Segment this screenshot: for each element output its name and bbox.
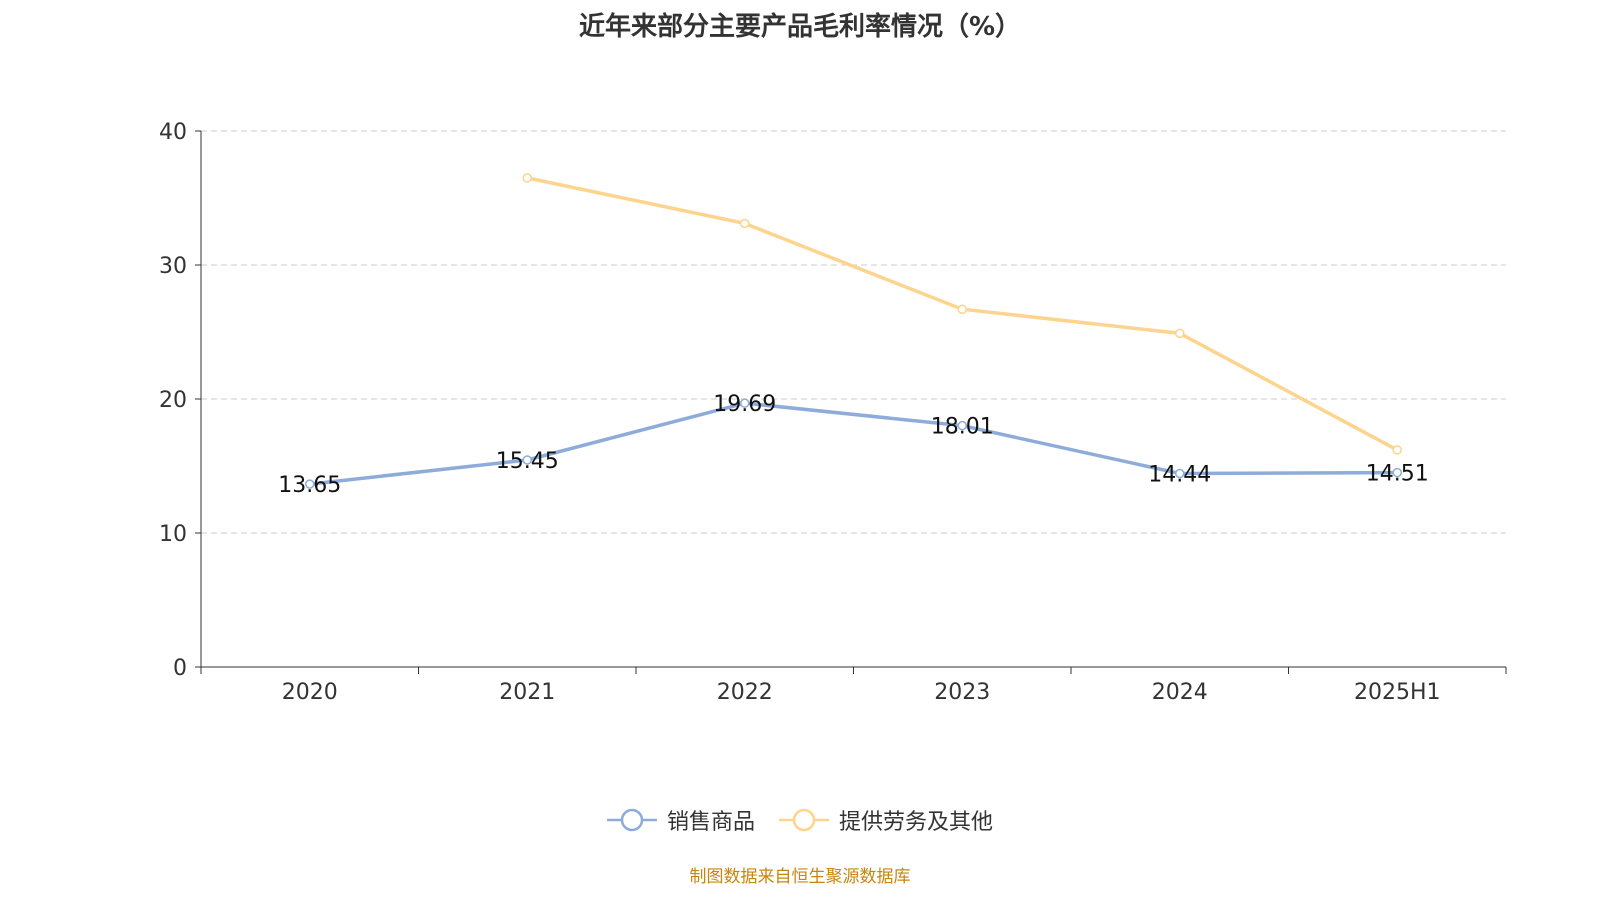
- y-tick-label: 10: [159, 522, 187, 547]
- x-tick-label: 2020: [282, 680, 338, 705]
- line-chart: 0 10 20 30 40 2020 2021 2022 2023 2024 2025H1 13.65…: [159, 120, 1507, 705]
- data-point: [1392, 467, 1402, 478]
- data-label: 13.65: [278, 473, 341, 498]
- data-label: 18.01: [931, 415, 994, 440]
- legend-label: 提供劳务及其他: [839, 810, 994, 835]
- legend: 销售商品 提供劳务及其他: [0, 804, 1600, 836]
- data-point: [957, 420, 967, 431]
- data-point: [522, 173, 532, 183]
- data-point: [740, 218, 750, 229]
- data-label: 15.45: [496, 449, 559, 474]
- data-label: 14.51: [1366, 462, 1429, 487]
- legend-item[interactable]: 提供劳务及其他: [779, 804, 993, 836]
- y-tick-label: 20: [159, 388, 187, 413]
- legend-line-circle-icon: [606, 808, 657, 832]
- legend-line-circle-icon: [779, 808, 829, 832]
- legend-item[interactable]: 销售商品: [606, 804, 755, 836]
- x-tick-label: 2024: [1152, 680, 1208, 705]
- source-note: 制图数据来自恒生聚源数据库: [689, 867, 911, 887]
- data-point: [957, 304, 967, 314]
- x-tick-label: 2022: [717, 680, 773, 705]
- x-tick-label: 2023: [934, 680, 990, 705]
- y-tick-label: 0: [173, 656, 187, 681]
- data-point: [1392, 445, 1402, 455]
- data-point: [1175, 328, 1185, 339]
- series-line-0: [309, 401, 1398, 486]
- data-point: [740, 398, 750, 408]
- chart-title: 近年来部分主要产品毛利率情况（%）: [578, 12, 1022, 42]
- data-point: [305, 479, 315, 489]
- legend-label: 销售商品: [666, 810, 755, 835]
- x-tick-label: 2025H1: [1354, 680, 1441, 705]
- y-tick-label: 30: [159, 254, 187, 279]
- data-label: 19.69: [713, 392, 776, 417]
- data-point: [522, 455, 532, 465]
- data-point: [1175, 468, 1185, 479]
- x-tick-label: 2021: [499, 680, 555, 705]
- y-tick-label: 40: [159, 120, 187, 145]
- data-label: 14.44: [1148, 463, 1211, 488]
